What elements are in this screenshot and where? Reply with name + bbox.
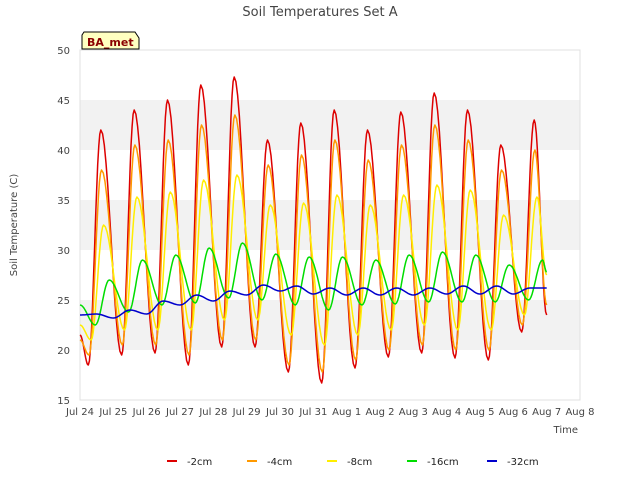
y-axis-label: Soil Temperature (C): [9, 174, 20, 277]
x-tick-label: Jul 29: [232, 407, 261, 418]
x-tick-label: Aug 8: [565, 407, 594, 418]
legend-label: -4cm: [267, 457, 292, 468]
x-tick-label: Aug 1: [332, 407, 361, 418]
chart-title: Soil Temperatures Set A: [242, 5, 397, 20]
y-tick-label: 45: [57, 96, 70, 107]
x-tick-label: Aug 6: [499, 407, 528, 418]
y-tick-label: 20: [57, 346, 70, 357]
x-tick-label: Jul 27: [165, 407, 194, 418]
x-tick-label: Aug 2: [365, 407, 394, 418]
legend-label: -8cm: [347, 457, 372, 468]
legend: -2cm -4cm -8cm -16cm -32cm: [167, 457, 539, 468]
y-tick-label: 30: [57, 246, 70, 257]
y-tick-label: 35: [57, 196, 70, 207]
y-tick-label: 15: [57, 396, 70, 407]
x-tick-label: Jul 26: [132, 407, 161, 418]
plot-area-frame: [79, 49, 581, 401]
x-tick-label: Jul 28: [198, 407, 227, 418]
y-tick-label: 40: [57, 146, 70, 157]
plot-band: [80, 350, 580, 400]
x-tick-label: Aug 3: [399, 407, 428, 418]
series-line-minus-16cm: [79, 242, 548, 326]
y-tick-label: 25: [57, 296, 70, 307]
x-tick-label: Jul 31: [298, 407, 327, 418]
legend-label: -32cm: [507, 457, 539, 468]
badge-label: BA_met: [87, 36, 134, 49]
x-axis-label: Time: [553, 425, 578, 436]
x-tick-label: Aug 4: [432, 407, 461, 418]
series-line-minus-32cm: [80, 284, 547, 319]
x-axis-ticks: Jul 24 Jul 25 Jul 26 Jul 27 Jul 28 Jul 29 Jul …: [65, 407, 595, 418]
legend-label: -2cm: [187, 457, 212, 468]
station-badge: BA_met: [81, 31, 140, 50]
series-line-minus-4cm: [79, 114, 548, 373]
series-lines: [79, 76, 548, 384]
x-tick-label: Jul 24: [65, 407, 94, 418]
x-tick-label: Aug 5: [465, 407, 494, 418]
x-tick-label: Jul 30: [265, 407, 294, 418]
plot-band: [80, 50, 580, 100]
y-axis-ticks: 15 20 25 30 35 40 45 50: [57, 46, 70, 407]
x-tick-label: Jul 25: [98, 407, 127, 418]
plot-band: [80, 100, 580, 150]
legend-label: -16cm: [427, 457, 459, 468]
y-tick-label: 50: [57, 46, 70, 57]
badge-box: [81, 31, 140, 50]
series-line-minus-8cm: [79, 174, 548, 346]
x-tick-label: Aug 7: [532, 407, 561, 418]
